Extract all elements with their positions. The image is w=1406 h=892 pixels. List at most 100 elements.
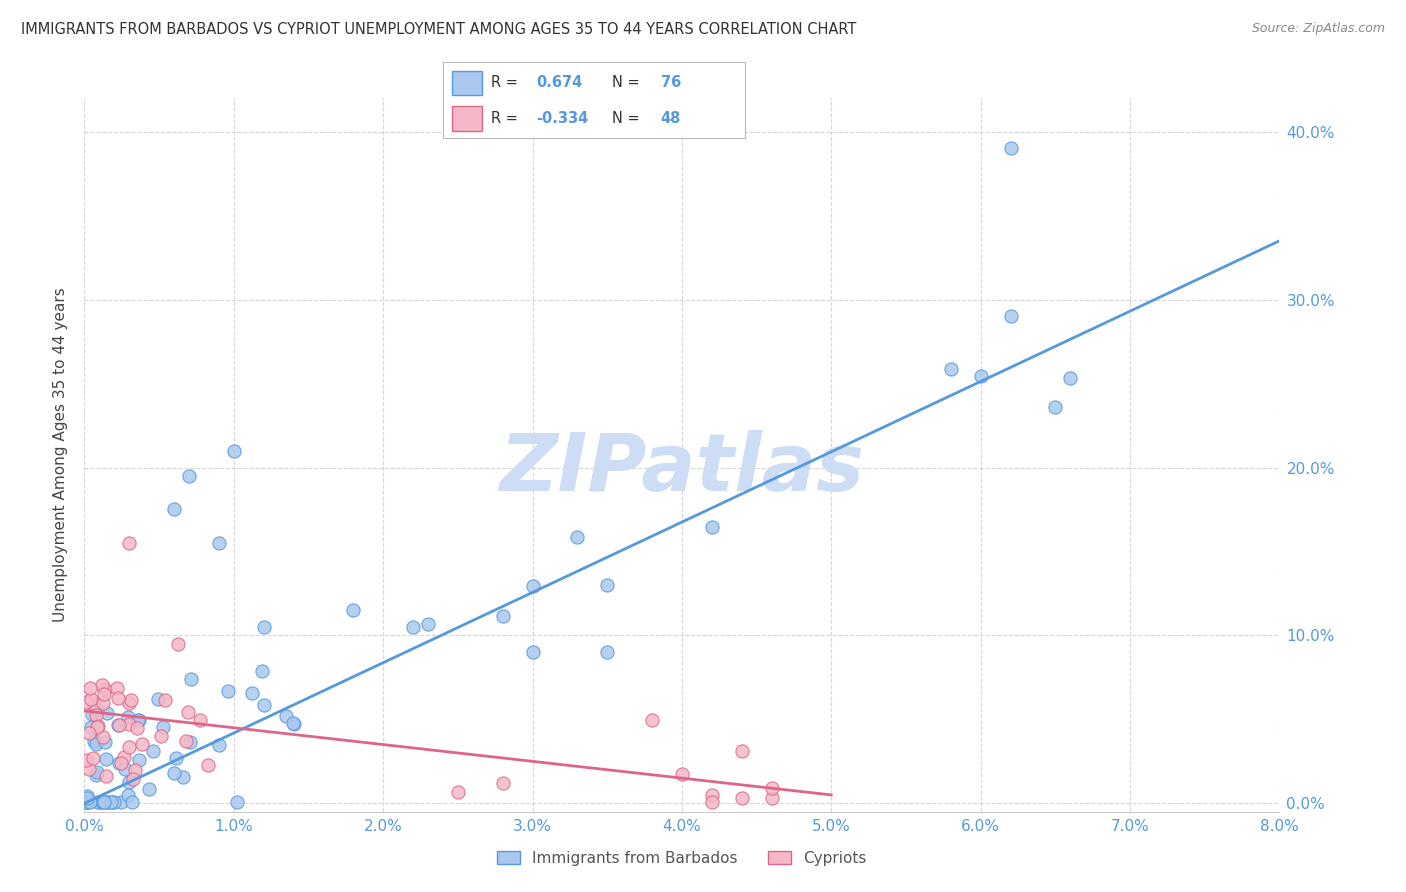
Text: R =: R = — [491, 111, 523, 126]
Point — [77, 762, 100, 776]
Bar — [451, 106, 482, 130]
Point — [1000, 141, 1022, 155]
Point — [82, 750, 104, 764]
Point — [121, 795, 143, 809]
Point — [522, 580, 544, 594]
Point — [700, 788, 723, 802]
Point — [118, 739, 141, 754]
Text: -0.334: -0.334 — [537, 111, 589, 126]
Point — [110, 795, 132, 809]
Point — [75, 795, 97, 809]
Point — [87, 719, 110, 733]
Point — [91, 696, 114, 710]
Point — [83, 697, 105, 711]
Point — [176, 734, 198, 748]
Point — [118, 536, 141, 550]
Point — [153, 693, 176, 707]
Point — [107, 718, 129, 732]
Point — [103, 795, 125, 809]
Point — [91, 731, 114, 745]
Point — [165, 751, 187, 765]
Point — [253, 698, 276, 713]
Point — [86, 765, 108, 780]
Point — [86, 721, 108, 735]
Point — [177, 705, 200, 719]
Point — [177, 469, 200, 483]
Point — [79, 681, 101, 695]
Text: ZIPatlas: ZIPatlas — [499, 430, 865, 508]
Point — [939, 362, 962, 376]
Point — [91, 795, 114, 809]
Text: 0.674: 0.674 — [537, 76, 583, 90]
Point — [188, 713, 211, 727]
Text: N =: N = — [612, 111, 644, 126]
Point — [83, 734, 105, 748]
Point — [240, 685, 263, 699]
Bar — [451, 70, 482, 95]
Point — [253, 620, 276, 634]
Y-axis label: Unemployment Among Ages 35 to 44 years: Unemployment Among Ages 35 to 44 years — [53, 287, 69, 623]
Point — [94, 681, 117, 696]
Point — [90, 678, 112, 692]
Point — [114, 762, 136, 776]
Point — [94, 795, 117, 809]
Point — [84, 707, 107, 722]
Point — [596, 645, 619, 659]
Point — [149, 729, 172, 743]
Point — [342, 603, 364, 617]
Point — [125, 721, 148, 735]
Point — [77, 795, 100, 809]
Point — [671, 766, 693, 780]
Point — [208, 536, 231, 550]
Point — [94, 735, 117, 749]
Point — [76, 791, 98, 805]
Point — [128, 714, 150, 728]
Point — [138, 782, 160, 797]
Point — [274, 708, 297, 723]
Point — [105, 681, 128, 695]
Point — [250, 664, 273, 678]
Point — [80, 691, 103, 706]
Point — [142, 744, 165, 758]
Point — [124, 764, 146, 778]
Point — [731, 744, 754, 758]
Point — [162, 766, 184, 780]
Point — [77, 725, 100, 739]
Point — [101, 795, 124, 809]
Point — [152, 720, 174, 734]
Point — [86, 703, 108, 717]
Text: 48: 48 — [661, 111, 681, 126]
Point — [163, 502, 186, 516]
Point — [79, 795, 101, 809]
Point — [402, 620, 425, 634]
Point — [96, 769, 118, 783]
Point — [731, 791, 754, 805]
Point — [86, 768, 108, 782]
Point — [118, 697, 141, 711]
Point — [208, 738, 231, 752]
Point — [281, 716, 304, 731]
Point — [75, 695, 97, 709]
Point — [117, 709, 139, 723]
Point — [761, 791, 783, 805]
Point — [197, 757, 219, 772]
Point — [492, 609, 515, 624]
Point — [167, 637, 190, 651]
Point — [447, 785, 470, 799]
Point — [969, 368, 991, 383]
Point — [75, 795, 97, 809]
Point — [87, 795, 110, 809]
Point — [118, 717, 141, 731]
Point — [567, 531, 589, 545]
Point — [86, 737, 108, 751]
Point — [91, 795, 114, 809]
Point — [761, 780, 783, 795]
Point — [128, 753, 150, 767]
Point — [1045, 401, 1067, 415]
Point — [172, 770, 194, 784]
Point — [86, 795, 108, 809]
Point — [131, 738, 153, 752]
Point — [700, 520, 723, 534]
Text: Source: ZipAtlas.com: Source: ZipAtlas.com — [1251, 22, 1385, 36]
Point — [107, 718, 129, 732]
